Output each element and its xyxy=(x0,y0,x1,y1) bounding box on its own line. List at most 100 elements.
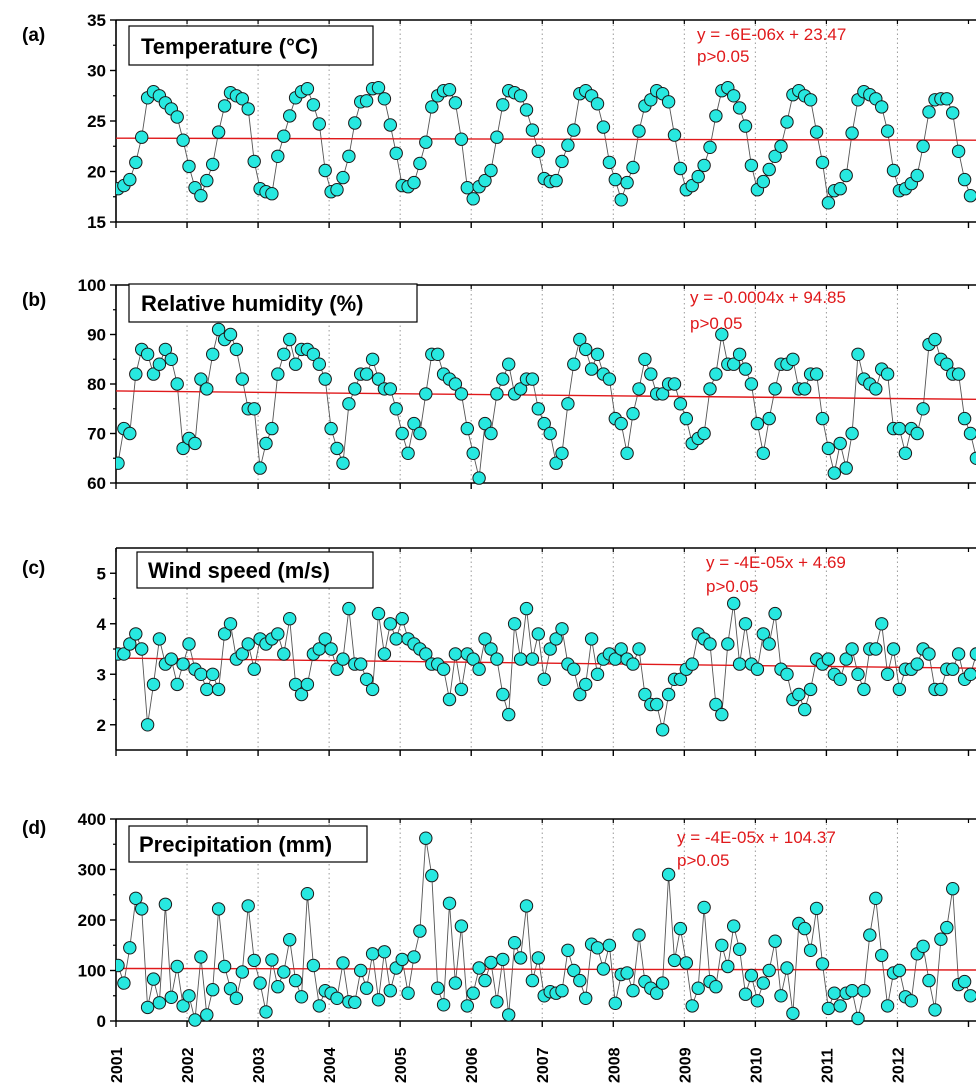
panel-d-data-point xyxy=(336,956,350,970)
panel-d-data-point xyxy=(555,984,569,998)
panel-d-data-point xyxy=(567,963,581,978)
panel-a-data-point xyxy=(519,103,534,117)
panel-a-data-point xyxy=(916,139,930,154)
x-tick-label: 2011 xyxy=(819,1048,836,1083)
panel-d-data-point xyxy=(407,950,421,964)
panel-d-data-point xyxy=(466,986,480,1000)
panel-d-data-point xyxy=(158,897,173,911)
panel-b-data-point xyxy=(744,377,759,391)
panel-c-data-point xyxy=(176,657,190,671)
x-tick-label: 2004 xyxy=(322,1047,339,1083)
panel-c-data-point xyxy=(206,667,220,681)
panel-c-data-point xyxy=(951,647,966,661)
panel-d-data-point xyxy=(140,1000,155,1015)
panel-b-data-point xyxy=(632,382,646,396)
panel-a-data-point xyxy=(496,98,510,112)
panel-c: 2 3 4 5 (c) Wind speed (m/s) y = -4E-05x + … xyxy=(22,547,976,756)
panel-d-data-point xyxy=(129,891,143,905)
panel-c-data-point xyxy=(383,617,397,631)
panel-b-data-point xyxy=(419,387,433,401)
panel-b-data-point xyxy=(383,382,397,396)
panel-b-data-point xyxy=(371,372,386,386)
panel-d-data-point xyxy=(454,919,469,933)
panel-c-data-point xyxy=(436,662,451,676)
panel-a-tag: (a) xyxy=(22,25,45,46)
panel-b-data-point xyxy=(223,327,238,342)
panel-a-data-point xyxy=(732,101,747,115)
panel-c-data-point xyxy=(271,627,285,641)
panel-c-p-value: p>0.05 xyxy=(706,577,758,596)
panel-b-y-tick-label: 90 xyxy=(87,326,106,345)
panel-d-title: Precipitation (mm) xyxy=(139,832,332,857)
panel-c-data-point xyxy=(798,702,812,717)
panel-d-data-point xyxy=(419,831,433,845)
panel-a-plot: 15 20 25 30 35 xyxy=(87,11,976,232)
panel-c-data-point xyxy=(247,662,261,676)
panel-b-data-point xyxy=(549,456,563,470)
panel-c-data-point xyxy=(880,667,895,681)
panel-d-trend-line xyxy=(116,967,976,971)
panel-b-data-point xyxy=(727,357,741,371)
panel-d-data-point xyxy=(803,943,818,957)
panel-c-data-point xyxy=(549,632,563,646)
panel-c-data-point xyxy=(650,697,664,712)
panel-b-data-point xyxy=(916,402,930,416)
panel-c-data-point xyxy=(685,657,699,671)
panel-b-data-point xyxy=(928,332,942,347)
panel-a-data-point xyxy=(211,125,226,139)
panel-d-data-point xyxy=(436,998,451,1012)
panel-b-y-tick-label: 70 xyxy=(87,425,106,444)
panel-d-data-point xyxy=(519,899,534,913)
panel-c-data-point xyxy=(875,617,889,631)
panel-c-data-point xyxy=(768,606,782,621)
panel-b-trend-line xyxy=(116,390,976,401)
panel-b-data-point xyxy=(673,397,688,411)
panel-c-data-point xyxy=(703,637,717,651)
panel-d-data-point xyxy=(750,994,765,1008)
panel-d-data-point xyxy=(377,945,392,959)
panel-d-data-point xyxy=(300,887,315,901)
panel-a-data-point xyxy=(815,155,830,170)
panel-d-data-point xyxy=(513,951,528,965)
panel-b-data-point xyxy=(579,342,593,357)
panel-a-y-tick-label: 35 xyxy=(87,11,106,30)
panel-c-data-point xyxy=(590,667,605,681)
panel-a-data-point xyxy=(673,161,688,176)
panel-d-title-box xyxy=(128,825,368,863)
panel-d-data-point xyxy=(762,963,776,978)
panel-d-data-point xyxy=(442,896,457,910)
panel-c-data-point xyxy=(946,662,960,676)
panel-d-data-point xyxy=(780,961,794,975)
panel-b-data-point xyxy=(271,367,285,381)
panel-b-data-point xyxy=(454,387,469,401)
panel-d-data-point xyxy=(484,955,498,970)
panel-a-data-point xyxy=(632,124,646,138)
panel-d-data-point xyxy=(247,953,261,968)
panel-c-data-point xyxy=(294,687,309,702)
panel-d-data-point xyxy=(425,868,439,883)
panel-d-data-point xyxy=(253,976,267,990)
panel-a-data-point xyxy=(448,96,463,110)
panel-c-data-point xyxy=(342,601,356,616)
panel-c-data-point xyxy=(490,652,504,666)
panel-a-y-tick-label: 30 xyxy=(87,62,106,81)
panel-d-data-point xyxy=(401,986,415,1000)
panel-a-data-point xyxy=(886,163,901,178)
panel-d-data-point xyxy=(798,921,812,936)
panel-d-trend-equation: y = -4E-05x + 104.37 xyxy=(677,828,836,847)
panel-d-data-point xyxy=(721,959,735,974)
panel-d-y-tick-label: 100 xyxy=(78,962,106,981)
panel-c-data-point xyxy=(543,642,557,656)
panel-d-data-point xyxy=(241,899,255,913)
panel-a-data-point xyxy=(951,144,966,159)
panel-b-title: Relative humidity (%) xyxy=(141,291,363,316)
panel-d-data-point xyxy=(963,989,976,1003)
panel-a-data-point xyxy=(454,132,469,146)
panel-b-data-point xyxy=(845,426,859,441)
panel-d-data-point xyxy=(194,950,208,964)
panel-c-data-point xyxy=(567,662,581,676)
panel-a-data-point xyxy=(217,99,232,113)
panel-c-data-point xyxy=(851,667,865,681)
panel-b-data-point xyxy=(821,441,836,456)
